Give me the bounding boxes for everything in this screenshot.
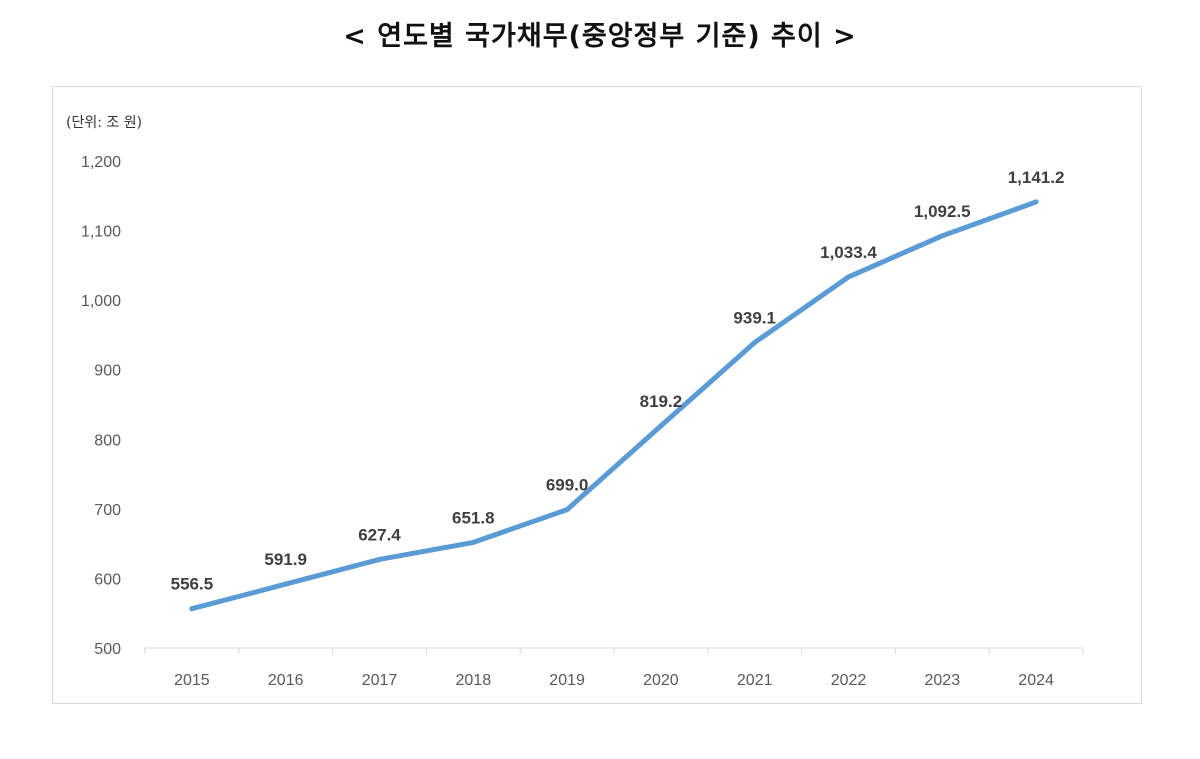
y-tick-label: 1,100 [81,224,121,241]
x-tick-label: 2024 [1018,672,1054,689]
y-tick-label: 900 [94,363,121,380]
data-label: 591.9 [264,550,307,569]
data-label: 819.2 [640,392,683,411]
unit-label: (단위: 조 원) [66,115,143,131]
data-point [846,274,851,280]
x-tick-label: 2018 [456,672,492,689]
data-point [752,340,758,346]
data-label: 699.0 [546,476,589,495]
data-label: 1,141.2 [1008,168,1065,187]
x-tick-label: 2019 [549,672,585,689]
x-tick-label: 2016 [268,672,304,689]
y-tick-label: 500 [94,641,121,658]
x-tick-label: 2015 [174,672,210,689]
chart-frame [52,86,1142,704]
x-tick-label: 2022 [831,672,867,689]
y-tick-label: 1,200 [81,154,121,171]
data-label: 556.5 [171,575,214,594]
data-point [1033,199,1039,205]
page-title: < 연도별 국가채무(중앙정부 기준) 추이 > [343,21,857,52]
y-tick-label: 700 [94,502,121,519]
x-tick-label: 2020 [643,672,679,689]
data-point [564,507,570,513]
data-label: 939.1 [733,309,776,328]
data-point [939,233,945,239]
data-label: 1,033.4 [820,243,877,262]
x-tick-label: 2021 [737,672,773,689]
data-point [377,556,382,562]
x-tick-label: 2017 [362,672,398,689]
data-label: 627.4 [358,525,401,544]
y-tick-label: 600 [94,571,121,588]
data-point [470,539,476,545]
data-label: 651.8 [452,508,495,527]
data-point [189,606,195,612]
series-line [189,199,1039,612]
x-tick-label: 2023 [925,672,961,689]
data-label: 1,092.5 [914,202,971,221]
y-tick-label: 800 [94,432,121,449]
data-point [658,423,664,429]
y-tick-label: 1,000 [81,293,121,310]
data-point [283,581,289,587]
